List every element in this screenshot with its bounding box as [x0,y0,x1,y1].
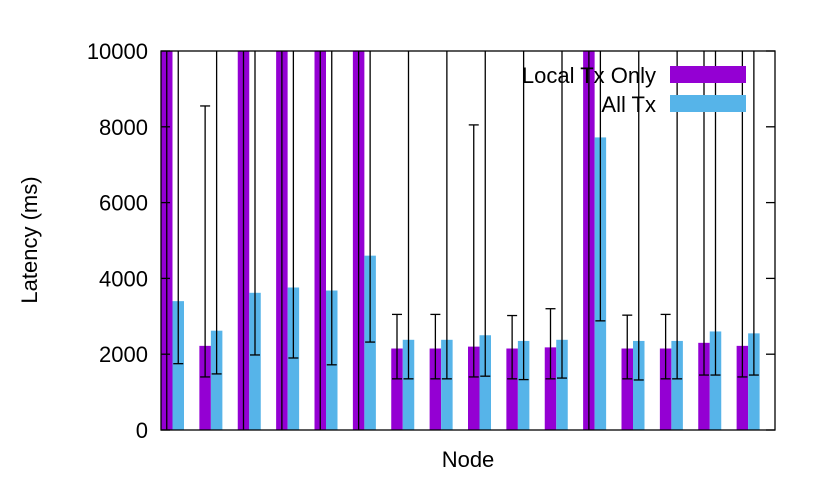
y-tick-label: 8000 [99,115,148,140]
y-tick-label: 10000 [87,39,148,64]
plot-frame [160,50,776,431]
bar-all-tx [210,330,223,430]
bar-all-tx [556,339,568,430]
y-tick-label: 2000 [99,342,148,367]
bar-all-tx [402,339,415,430]
bar-all-tx [748,333,760,430]
bar-local-tx-only [506,348,518,430]
bar-local-tx-only [698,342,710,430]
bar-all-tx [287,287,300,430]
bar-all-tx [517,340,530,430]
bar-local-tx-only [736,345,749,430]
bar-all-tx [479,335,491,430]
bars-layer [161,51,760,431]
y-tick-label: 6000 [99,191,148,216]
y-tick-label: 0 [136,418,148,443]
bar-all-tx [249,292,261,430]
bar-all-tx [172,301,184,430]
legend-label: All Tx [601,92,656,117]
bar-local-tx-only [544,347,557,430]
bar-local-tx-only [621,348,633,430]
legend-swatch [670,95,746,112]
error-bars-layer [166,51,759,430]
bar-all-tx [633,340,645,430]
bar-all-tx [441,339,453,430]
legend-label: Local Tx Only [522,63,656,88]
x-axis-label: Node [442,447,495,472]
bar-all-tx [709,331,722,430]
y-tick-label: 4000 [99,266,148,291]
y-axis-ticks: 0 2000 4000 6000 8000 10000 [87,39,775,443]
y-axis-label: Latency (ms) [17,176,42,303]
legend-swatch [670,66,746,83]
bar-local-tx-only [199,345,211,430]
bar-all-tx [671,340,683,430]
bar-all-tx [364,255,376,430]
bar-local-tx-only [391,348,403,430]
bar-local-tx-only [468,346,480,430]
bar-local-tx-only [659,348,672,430]
bar-local-tx-only [429,348,442,430]
legend: Local Tx Only All Tx [522,63,746,117]
